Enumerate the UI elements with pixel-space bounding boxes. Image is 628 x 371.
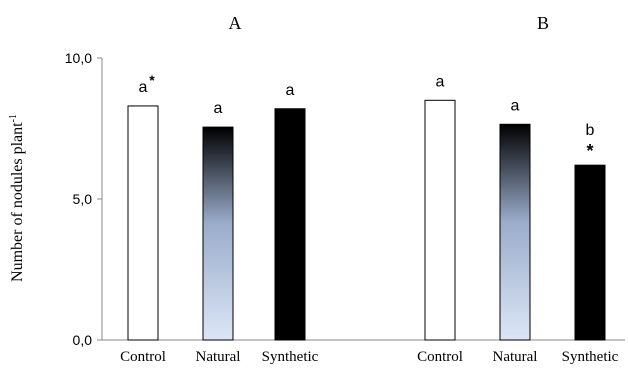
bar-natural xyxy=(499,123,531,341)
significance-letter: a xyxy=(214,100,223,117)
bar-synthetic xyxy=(274,108,306,341)
y-tick-label: 0,0 xyxy=(73,332,93,348)
bar-control xyxy=(127,105,159,341)
bar-synthetic xyxy=(574,164,606,341)
significance-asterisk: * xyxy=(586,141,593,161)
bars xyxy=(127,99,606,341)
significance-letter: a xyxy=(511,97,520,114)
panel-label: B xyxy=(537,13,549,33)
significance-letter: b xyxy=(586,122,595,139)
y-tick-label: 5,0 xyxy=(73,191,93,207)
category-labels: Control Natural Synthetic Control Natural Syn… xyxy=(120,349,619,365)
significance-asterisk: * xyxy=(149,72,155,88)
x-category-label: Control xyxy=(120,349,166,365)
x-category-label: Natural xyxy=(196,349,241,365)
significance-letter: a xyxy=(139,79,148,96)
significance-annotations: a *aa aab* xyxy=(139,72,595,161)
y-axis-label: Number of nodules plant-1 xyxy=(8,114,26,282)
y-ticks: 0,0 5,0 10,0 xyxy=(65,50,102,348)
bar-natural xyxy=(202,126,234,341)
x-category-label: Synthetic xyxy=(262,349,319,365)
bar-control xyxy=(424,99,456,341)
x-category-label: Synthetic xyxy=(562,349,619,365)
significance-letter: a xyxy=(436,73,445,90)
y-tick-label: 10,0 xyxy=(65,50,92,66)
y-axis-label-superscript: -1 xyxy=(8,114,19,122)
panel-label: A xyxy=(229,13,242,33)
y-axis-label-main: Number of nodules plant xyxy=(9,122,26,282)
x-category-label: Control xyxy=(417,349,463,365)
x-category-label: Natural xyxy=(493,349,538,365)
significance-letter: a xyxy=(286,82,295,99)
